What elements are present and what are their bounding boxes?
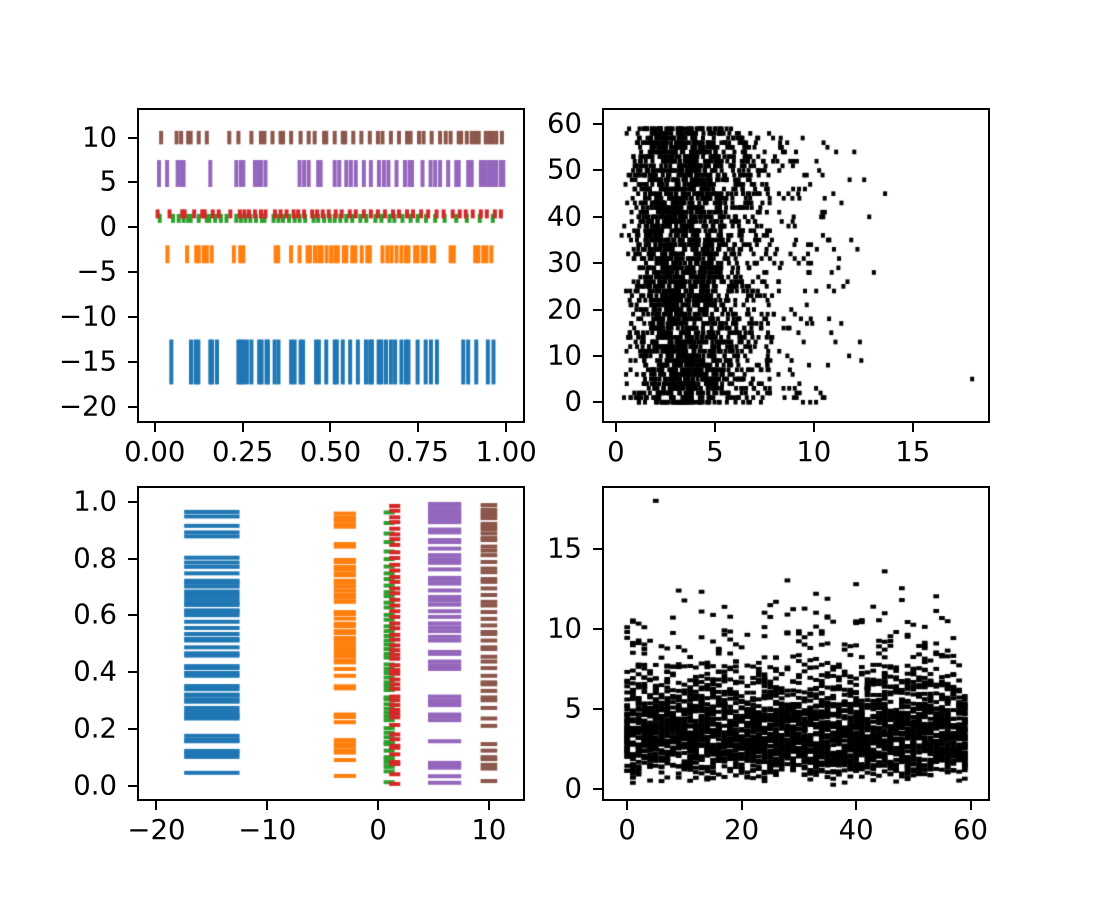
eventplot-canvas-top-right <box>604 110 988 421</box>
y-tick-mark <box>128 226 137 229</box>
y-tick-mark <box>128 785 137 788</box>
y-tick-mark <box>128 181 137 184</box>
x-tick-label: 0.25 <box>212 436 274 468</box>
x-tick-label: 60 <box>953 814 989 846</box>
subplot-eventplot-vertical-gamma <box>602 486 990 801</box>
y-tick-mark <box>593 169 602 172</box>
y-tick-label: 0 <box>99 210 118 243</box>
y-tick-mark <box>593 215 602 218</box>
y-tick-label: 5 <box>564 692 583 725</box>
eventplot-canvas-bottom-left <box>139 488 523 799</box>
y-tick-mark <box>593 354 602 357</box>
subplot-eventplot-horizontal-colored <box>137 108 525 423</box>
x-tick-mark <box>241 423 244 432</box>
x-tick-mark <box>487 801 490 810</box>
y-tick-label: 10 <box>547 612 582 645</box>
x-tick-mark <box>153 423 156 432</box>
y-tick-label: 60 <box>547 107 582 140</box>
y-tick-mark <box>128 671 137 674</box>
y-tick-label: 10 <box>547 339 582 372</box>
x-tick-label: 0.00 <box>124 436 186 468</box>
x-tick-mark <box>740 801 743 810</box>
y-tick-label: 20 <box>547 292 582 325</box>
y-tick-mark <box>128 271 137 274</box>
x-tick-label: 0 <box>607 436 625 468</box>
x-tick-mark <box>329 423 332 432</box>
y-tick-label: 40 <box>547 200 582 233</box>
y-tick-label: 5 <box>99 165 118 198</box>
x-tick-mark <box>505 423 508 432</box>
x-tick-mark <box>377 801 380 810</box>
x-tick-label: −10 <box>238 814 297 846</box>
x-tick-label: 40 <box>838 814 874 846</box>
x-tick-label: 5 <box>706 436 724 468</box>
y-tick-label: 30 <box>547 246 582 279</box>
x-tick-label: 0.75 <box>387 436 449 468</box>
subplot-eventplot-horizontal-gamma <box>602 108 990 423</box>
y-tick-label: 0.2 <box>73 712 117 745</box>
y-tick-label: 0.4 <box>73 655 117 688</box>
y-tick-label: 15 <box>547 532 582 565</box>
y-tick-mark <box>128 500 137 503</box>
y-tick-mark <box>593 262 602 265</box>
y-tick-label: 0.0 <box>73 769 117 802</box>
x-tick-label: 20 <box>724 814 760 846</box>
y-tick-mark <box>593 628 602 631</box>
y-tick-mark <box>128 728 137 731</box>
x-tick-mark <box>812 423 815 432</box>
x-tick-label: 0 <box>369 814 387 846</box>
eventplot-canvas-top-left <box>139 110 523 421</box>
x-tick-label: 10 <box>471 814 507 846</box>
x-tick-mark <box>969 801 972 810</box>
x-tick-label: 15 <box>895 436 931 468</box>
y-tick-mark <box>593 708 602 711</box>
y-tick-label: 0.6 <box>73 598 117 631</box>
y-tick-label: 50 <box>547 153 582 186</box>
x-tick-label: 10 <box>796 436 832 468</box>
y-tick-mark <box>593 547 602 550</box>
x-tick-label: −20 <box>127 814 186 846</box>
y-tick-mark <box>128 360 137 363</box>
eventplot-canvas-bottom-right <box>604 488 988 799</box>
x-tick-mark <box>855 801 858 810</box>
x-tick-mark <box>713 423 716 432</box>
x-tick-label: 0 <box>618 814 636 846</box>
y-tick-mark <box>593 788 602 791</box>
y-tick-mark <box>128 316 137 319</box>
x-tick-mark <box>155 801 158 810</box>
y-tick-mark <box>128 136 137 139</box>
y-tick-label: −20 <box>58 390 117 423</box>
x-tick-mark <box>626 801 629 810</box>
x-tick-mark <box>614 423 617 432</box>
y-tick-label: −5 <box>76 255 117 288</box>
y-tick-label: −15 <box>58 345 117 378</box>
x-tick-label: 1.00 <box>475 436 537 468</box>
y-tick-label: −10 <box>58 300 117 333</box>
y-tick-label: 0.8 <box>73 541 117 574</box>
y-tick-mark <box>593 401 602 404</box>
y-tick-label: 0 <box>564 385 583 418</box>
y-tick-mark <box>128 557 137 560</box>
x-tick-mark <box>266 801 269 810</box>
y-tick-label: 0 <box>564 772 583 805</box>
y-tick-mark <box>593 308 602 311</box>
y-tick-label: 10 <box>82 120 117 153</box>
x-tick-mark <box>417 423 420 432</box>
y-tick-label: 1.0 <box>73 484 117 517</box>
y-tick-mark <box>593 123 602 126</box>
x-tick-label: 0.50 <box>299 436 362 468</box>
subplot-eventplot-vertical-colored <box>137 486 525 801</box>
y-tick-mark <box>128 614 137 617</box>
x-tick-mark <box>911 423 914 432</box>
y-tick-mark <box>128 405 137 408</box>
